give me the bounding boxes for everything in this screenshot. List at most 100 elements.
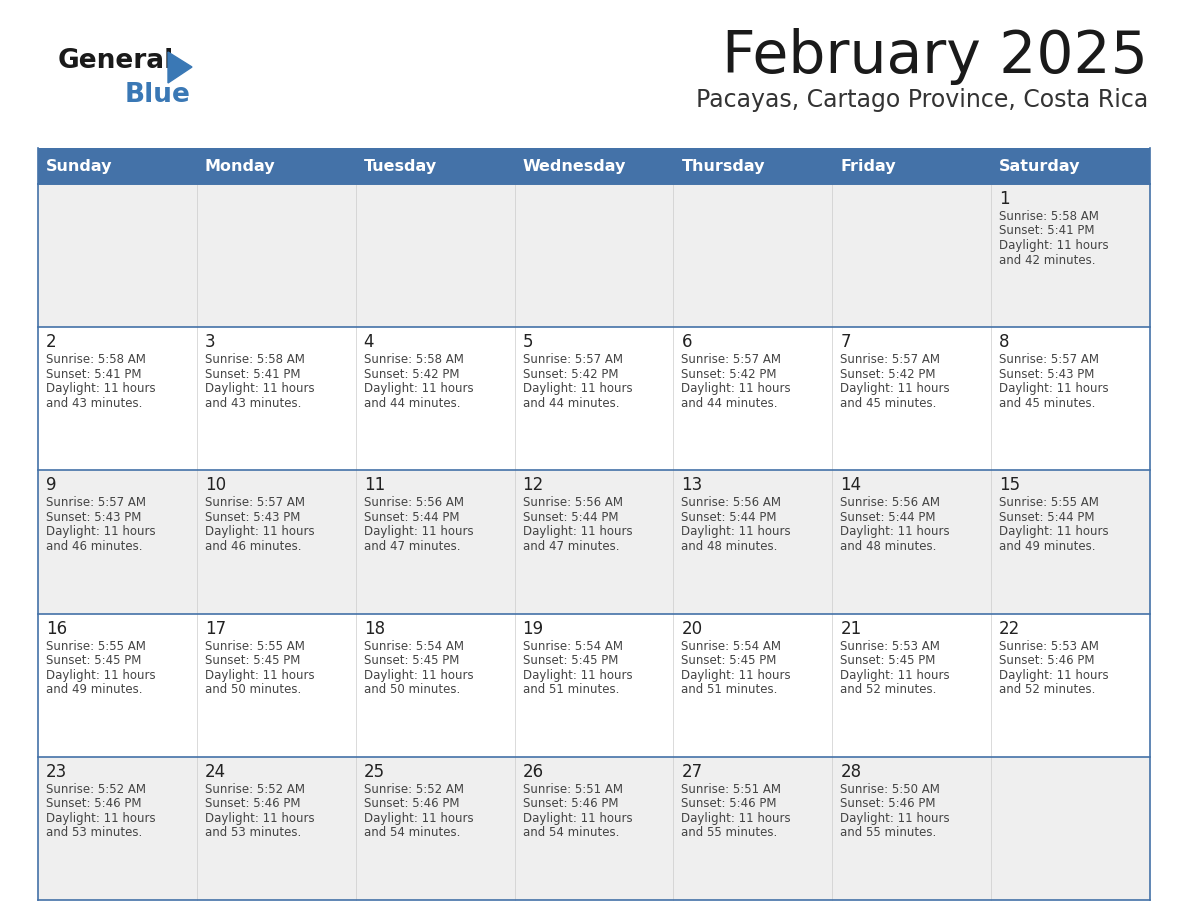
Text: General: General [58, 48, 175, 74]
Text: Sunrise: 5:51 AM: Sunrise: 5:51 AM [682, 783, 782, 796]
Text: Sunset: 5:46 PM: Sunset: 5:46 PM [999, 655, 1094, 667]
Text: Sunrise: 5:58 AM: Sunrise: 5:58 AM [204, 353, 305, 366]
Text: Monday: Monday [204, 159, 276, 174]
Text: Daylight: 11 hours: Daylight: 11 hours [204, 812, 315, 824]
Text: Sunrise: 5:57 AM: Sunrise: 5:57 AM [46, 497, 146, 509]
Text: Sunset: 5:46 PM: Sunset: 5:46 PM [204, 798, 301, 811]
Text: and 49 minutes.: and 49 minutes. [999, 540, 1095, 553]
Text: 25: 25 [364, 763, 385, 781]
Text: Sunset: 5:46 PM: Sunset: 5:46 PM [840, 798, 936, 811]
Text: Sunrise: 5:57 AM: Sunrise: 5:57 AM [999, 353, 1099, 366]
Text: Daylight: 11 hours: Daylight: 11 hours [682, 525, 791, 538]
Text: 9: 9 [46, 476, 57, 495]
Text: and 45 minutes.: and 45 minutes. [840, 397, 936, 409]
Text: and 50 minutes.: and 50 minutes. [204, 683, 301, 696]
Text: Daylight: 11 hours: Daylight: 11 hours [204, 668, 315, 681]
Text: 2: 2 [46, 333, 57, 352]
Text: Sunrise: 5:55 AM: Sunrise: 5:55 AM [46, 640, 146, 653]
Text: Sunrise: 5:57 AM: Sunrise: 5:57 AM [204, 497, 305, 509]
Text: 13: 13 [682, 476, 702, 495]
Text: Sunset: 5:41 PM: Sunset: 5:41 PM [46, 368, 141, 381]
Text: Sunrise: 5:52 AM: Sunrise: 5:52 AM [364, 783, 463, 796]
Text: and 46 minutes.: and 46 minutes. [204, 540, 302, 553]
Text: Sunrise: 5:53 AM: Sunrise: 5:53 AM [999, 640, 1099, 653]
Text: Daylight: 11 hours: Daylight: 11 hours [999, 239, 1108, 252]
Text: Sunrise: 5:54 AM: Sunrise: 5:54 AM [682, 640, 782, 653]
Text: Daylight: 11 hours: Daylight: 11 hours [840, 812, 950, 824]
Text: Sunset: 5:42 PM: Sunset: 5:42 PM [523, 368, 618, 381]
Text: 1: 1 [999, 190, 1010, 208]
Text: and 42 minutes.: and 42 minutes. [999, 253, 1095, 266]
Text: Sunset: 5:45 PM: Sunset: 5:45 PM [840, 655, 936, 667]
Text: 21: 21 [840, 620, 861, 638]
Text: Sunset: 5:44 PM: Sunset: 5:44 PM [523, 511, 618, 524]
Text: Sunset: 5:44 PM: Sunset: 5:44 PM [999, 511, 1094, 524]
Text: Saturday: Saturday [999, 159, 1081, 174]
Text: 18: 18 [364, 620, 385, 638]
Text: and 49 minutes.: and 49 minutes. [46, 683, 143, 696]
Text: Sunrise: 5:58 AM: Sunrise: 5:58 AM [46, 353, 146, 366]
Text: Sunrise: 5:56 AM: Sunrise: 5:56 AM [364, 497, 463, 509]
Bar [38, 148, 1150, 184]
Text: Pacayas, Cartago Province, Costa Rica: Pacayas, Cartago Province, Costa Rica [696, 88, 1148, 112]
Bar [38, 613, 1150, 756]
Text: Daylight: 11 hours: Daylight: 11 hours [999, 382, 1108, 396]
Text: Sunrise: 5:53 AM: Sunrise: 5:53 AM [840, 640, 940, 653]
Text: Daylight: 11 hours: Daylight: 11 hours [46, 382, 156, 396]
Text: and 47 minutes.: and 47 minutes. [523, 540, 619, 553]
Text: Sunset: 5:45 PM: Sunset: 5:45 PM [523, 655, 618, 667]
Text: 8: 8 [999, 333, 1010, 352]
Text: 23: 23 [46, 763, 68, 781]
Text: Friday: Friday [840, 159, 896, 174]
Text: and 44 minutes.: and 44 minutes. [523, 397, 619, 409]
Bar [38, 470, 1150, 613]
Text: Sunrise: 5:57 AM: Sunrise: 5:57 AM [682, 353, 782, 366]
Text: and 47 minutes.: and 47 minutes. [364, 540, 460, 553]
Text: Sunrise: 5:56 AM: Sunrise: 5:56 AM [682, 497, 782, 509]
Text: Sunrise: 5:51 AM: Sunrise: 5:51 AM [523, 783, 623, 796]
Text: Daylight: 11 hours: Daylight: 11 hours [46, 525, 156, 538]
Text: and 55 minutes.: and 55 minutes. [840, 826, 936, 839]
Text: and 44 minutes.: and 44 minutes. [682, 397, 778, 409]
Text: Daylight: 11 hours: Daylight: 11 hours [204, 382, 315, 396]
Text: 5: 5 [523, 333, 533, 352]
Text: and 54 minutes.: and 54 minutes. [364, 826, 460, 839]
Text: 27: 27 [682, 763, 702, 781]
Text: Daylight: 11 hours: Daylight: 11 hours [46, 668, 156, 681]
Text: Sunset: 5:42 PM: Sunset: 5:42 PM [682, 368, 777, 381]
Text: Sunrise: 5:52 AM: Sunrise: 5:52 AM [204, 783, 305, 796]
Bar [38, 327, 1150, 470]
Text: Daylight: 11 hours: Daylight: 11 hours [840, 668, 950, 681]
Text: Sunset: 5:46 PM: Sunset: 5:46 PM [523, 798, 618, 811]
Text: Sunrise: 5:52 AM: Sunrise: 5:52 AM [46, 783, 146, 796]
Text: Sunrise: 5:55 AM: Sunrise: 5:55 AM [999, 497, 1099, 509]
Text: and 45 minutes.: and 45 minutes. [999, 397, 1095, 409]
Text: 20: 20 [682, 620, 702, 638]
Text: Sunset: 5:45 PM: Sunset: 5:45 PM [46, 655, 141, 667]
Text: 26: 26 [523, 763, 544, 781]
Text: 6: 6 [682, 333, 691, 352]
Text: Tuesday: Tuesday [364, 159, 437, 174]
Text: Sunrise: 5:50 AM: Sunrise: 5:50 AM [840, 783, 940, 796]
Text: Daylight: 11 hours: Daylight: 11 hours [682, 382, 791, 396]
Text: 28: 28 [840, 763, 861, 781]
Text: Daylight: 11 hours: Daylight: 11 hours [523, 525, 632, 538]
Text: and 46 minutes.: and 46 minutes. [46, 540, 143, 553]
Text: 17: 17 [204, 620, 226, 638]
Text: 10: 10 [204, 476, 226, 495]
Text: Sunset: 5:46 PM: Sunset: 5:46 PM [364, 798, 460, 811]
Text: 14: 14 [840, 476, 861, 495]
Text: Sunrise: 5:54 AM: Sunrise: 5:54 AM [364, 640, 463, 653]
Text: Sunrise: 5:57 AM: Sunrise: 5:57 AM [523, 353, 623, 366]
Text: Sunday: Sunday [46, 159, 113, 174]
Text: 22: 22 [999, 620, 1020, 638]
Text: 4: 4 [364, 333, 374, 352]
Text: Sunset: 5:45 PM: Sunset: 5:45 PM [364, 655, 459, 667]
Bar [38, 184, 1150, 327]
Text: 3: 3 [204, 333, 215, 352]
Text: Daylight: 11 hours: Daylight: 11 hours [523, 382, 632, 396]
Text: Sunset: 5:42 PM: Sunset: 5:42 PM [840, 368, 936, 381]
Text: and 48 minutes.: and 48 minutes. [840, 540, 936, 553]
Text: Sunrise: 5:54 AM: Sunrise: 5:54 AM [523, 640, 623, 653]
Text: Sunset: 5:44 PM: Sunset: 5:44 PM [364, 511, 460, 524]
